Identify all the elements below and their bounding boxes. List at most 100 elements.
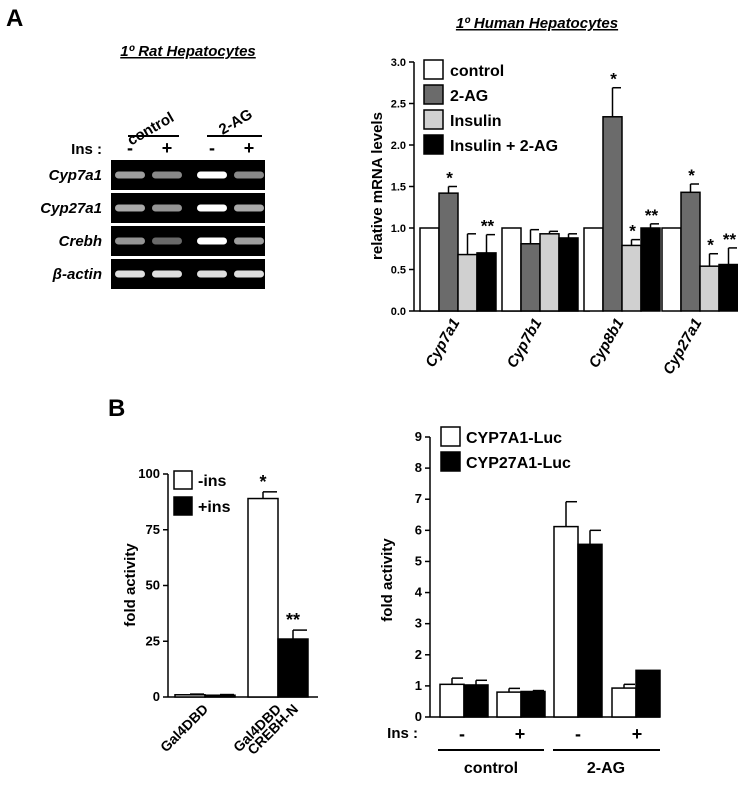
legend-swatch <box>173 496 193 516</box>
y-tick-label: 0.5 <box>391 265 406 277</box>
legend-swatch <box>423 109 444 130</box>
bar <box>520 690 546 718</box>
legend-label: Insulin + 2-AG <box>450 138 558 155</box>
gel-band <box>234 171 264 179</box>
ins-sign: + <box>632 724 643 744</box>
significance-mark: ** <box>723 230 737 249</box>
gel-band <box>152 171 182 179</box>
gel-gene-label: β-actin <box>52 266 102 283</box>
y-tick-label: 8 <box>415 460 422 475</box>
y-tick-label: 0 <box>153 689 160 704</box>
y-tick-label: 0 <box>415 709 422 724</box>
gel-gene-label: Cyp7a1 <box>49 167 102 184</box>
human-hepatocytes-chart: 1º Human Hepatocytes 0.0 0.5 1.0 1.5 2.0 2.5 3.… <box>369 15 738 377</box>
bar <box>277 638 309 698</box>
bar <box>718 263 738 312</box>
gel-band <box>234 204 264 212</box>
legend-swatch <box>423 84 444 105</box>
y-tick-label: 75 <box>146 522 160 537</box>
y-tick-label: 2 <box>415 647 422 662</box>
bar <box>553 525 579 718</box>
gel-band <box>152 237 182 245</box>
y-tick-label: 25 <box>146 633 160 648</box>
bar <box>621 244 642 312</box>
y-tick-label: 1.5 <box>391 182 406 194</box>
y-axis-label: fold activity <box>379 538 396 622</box>
ins-sign: - <box>575 724 581 744</box>
group-label: control <box>464 760 518 777</box>
significance-mark: * <box>629 222 636 241</box>
legend-label: CYP7A1-Luc <box>466 430 562 447</box>
bar <box>577 543 603 718</box>
ins-label: Ins : <box>387 725 418 742</box>
bar <box>539 233 560 312</box>
gel-band <box>234 270 264 278</box>
x-tick-label: Cyp7b1 <box>504 316 546 371</box>
gel-band <box>234 237 264 245</box>
legend-label: 2-AG <box>450 88 488 105</box>
bar <box>463 684 489 718</box>
y-tick-label: 1 <box>415 678 422 693</box>
gel-band <box>152 204 182 212</box>
significance-mark: * <box>688 166 695 185</box>
significance-mark: ** <box>481 217 495 236</box>
legend-label: control <box>450 63 504 80</box>
bar <box>457 253 478 312</box>
y-tick-label: 5 <box>415 553 422 568</box>
gel-ins-sign: + <box>162 138 173 158</box>
luciferase-fold-activity-chart: 0 1 2 3 4 5 6 7 8 9 fold activity Ins : - + - + control 2… <box>379 426 661 777</box>
panel-a-letter: A <box>6 5 23 32</box>
y-tick-label: 4 <box>415 585 423 600</box>
bar <box>496 691 522 718</box>
significance-mark: * <box>610 70 617 89</box>
gel-gene-label: Crebh <box>59 233 102 250</box>
gel-ins-sign: - <box>209 138 215 158</box>
legend-swatch <box>423 134 444 155</box>
bar <box>247 497 279 698</box>
gel-group-2ag: 2-AG <box>216 106 256 139</box>
y-tick-label: 50 <box>146 578 160 593</box>
y-tick-label: 1.0 <box>391 223 406 235</box>
bar <box>438 192 459 312</box>
y-tick-label: 9 <box>415 429 422 444</box>
bar <box>501 227 522 312</box>
y-tick-label: 2.5 <box>391 99 406 111</box>
y-tick-label: 3.0 <box>391 57 406 69</box>
gel-band <box>115 204 145 212</box>
bar <box>204 694 236 698</box>
gel-ins-sign: - <box>127 138 133 158</box>
significance-mark: ** <box>645 206 659 225</box>
legend-label: +ins <box>198 499 231 516</box>
gel-band <box>197 270 227 278</box>
legend-label: Insulin <box>450 113 502 130</box>
significance-mark: ** <box>286 610 300 630</box>
legend-label: CYP27A1-Luc <box>466 455 571 472</box>
y-tick-label: 100 <box>138 466 160 481</box>
bar <box>520 243 541 312</box>
ins-sign: - <box>459 724 465 744</box>
significance-mark: * <box>446 169 453 188</box>
bar <box>174 694 206 698</box>
x-tick-label: Cyp7a1 <box>422 316 463 371</box>
bar <box>439 683 465 718</box>
y-tick-label: 6 <box>415 522 422 537</box>
x-tick-label: Cyp27a1 <box>660 316 706 378</box>
gel-band <box>115 270 145 278</box>
bar <box>661 227 682 312</box>
gel-band <box>197 204 227 212</box>
bar <box>583 227 604 312</box>
gel-band <box>152 270 182 278</box>
ins-sign: + <box>515 724 526 744</box>
y-tick-label: 3 <box>415 616 422 631</box>
x-tick-label: Gal4DBD <box>157 701 211 755</box>
gel-title: 1º Rat Hepatocytes <box>120 43 256 60</box>
legend-swatch <box>440 426 461 447</box>
x-tick-label: Cyp8b1 <box>586 316 628 371</box>
y-axis-label: relative mRNA levels <box>369 112 386 260</box>
legend-swatch <box>440 451 461 472</box>
significance-mark: * <box>259 472 266 492</box>
gel-ins-sign: + <box>244 138 255 158</box>
bar <box>699 265 720 312</box>
y-axis-label: fold activity <box>122 543 139 627</box>
gel-band <box>115 171 145 179</box>
